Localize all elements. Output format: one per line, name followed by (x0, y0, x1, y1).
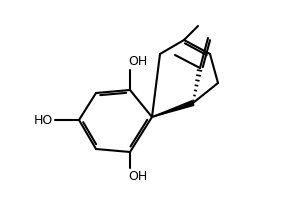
Text: OH: OH (128, 55, 147, 68)
Text: HO: HO (34, 113, 53, 126)
Text: OH: OH (128, 170, 147, 183)
Polygon shape (152, 101, 194, 117)
